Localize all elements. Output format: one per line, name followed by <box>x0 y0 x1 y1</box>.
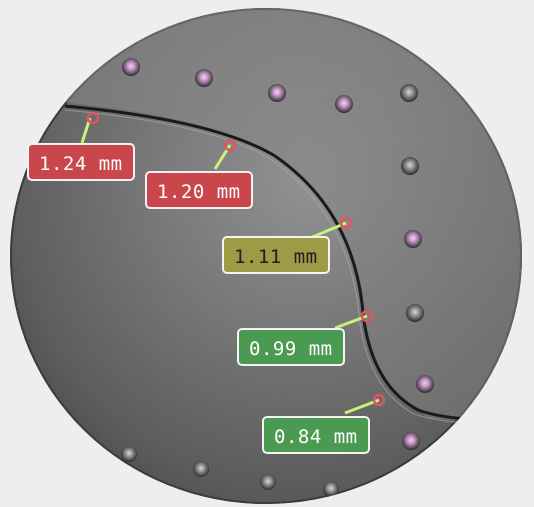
rivet-icon <box>400 84 418 102</box>
measurement-label[interactable]: 0.84 mm <box>262 416 370 454</box>
rivet-icon <box>416 375 434 393</box>
rivet-icon <box>335 95 353 113</box>
measurement-point-icon[interactable] <box>223 138 237 152</box>
measurement-point-icon[interactable] <box>372 393 386 407</box>
measurement-point-icon[interactable] <box>339 216 353 230</box>
panel-seam-line <box>64 104 481 422</box>
rivet-icon <box>406 304 424 322</box>
rivet-icon <box>268 84 286 102</box>
measurement-point-icon[interactable] <box>86 111 100 125</box>
rivet-icon <box>323 481 339 497</box>
measurement-label[interactable]: 1.24 mm <box>27 143 135 181</box>
leader-line <box>309 221 347 240</box>
measurement-label[interactable]: 0.99 mm <box>237 328 345 366</box>
rivet-icon <box>401 157 419 175</box>
rivet-icon <box>402 432 420 450</box>
rivet-icon <box>260 474 276 490</box>
rivet-icon <box>404 230 422 248</box>
rivet-icon <box>122 58 140 76</box>
measurement-points <box>86 111 386 407</box>
measurement-label[interactable]: 1.20 mm <box>145 171 253 209</box>
measurement-point-icon[interactable] <box>360 309 374 323</box>
rivet-icon <box>121 446 137 462</box>
measurement-label[interactable]: 1.11 mm <box>222 236 330 274</box>
rivet-icon <box>193 461 209 477</box>
rivet-icon <box>195 69 213 87</box>
rivet-row <box>121 58 434 497</box>
